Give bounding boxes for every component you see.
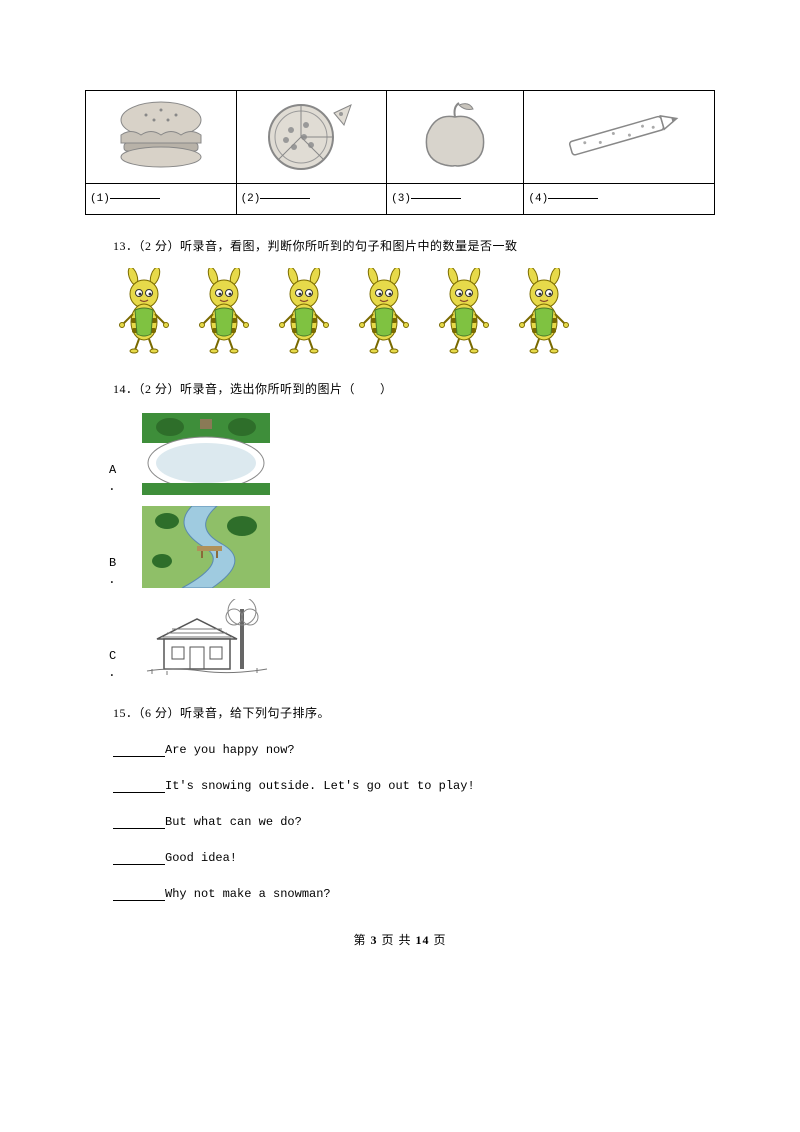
label-cell-2[interactable]: (2) bbox=[236, 184, 387, 215]
river-icon bbox=[142, 506, 270, 588]
cell-label: (3) bbox=[391, 193, 411, 205]
bee-row bbox=[85, 268, 715, 358]
lake-icon bbox=[142, 413, 270, 495]
footer-prefix: 第 bbox=[353, 933, 370, 947]
cell-label: (4) bbox=[528, 193, 548, 205]
order-blank[interactable] bbox=[113, 792, 165, 793]
bee-icon bbox=[513, 268, 575, 358]
option-c[interactable]: C ． bbox=[109, 597, 715, 682]
question-13: 13．（2 分）听录音，看图，判断你所听到的句子和图片中的数量是否一致 bbox=[85, 237, 715, 254]
order-text: Are you happy now? bbox=[165, 743, 295, 757]
page-footer: 第 3 页 共 14 页 bbox=[85, 931, 715, 948]
q-num: 13． bbox=[113, 239, 139, 253]
order-text: It's snowing outside. Let's go out to pl… bbox=[165, 779, 475, 793]
cell-hamburger bbox=[86, 91, 237, 184]
label-cell-3[interactable]: (3) bbox=[387, 184, 524, 215]
answer-blank[interactable] bbox=[548, 198, 598, 199]
option-letter-a: A ． bbox=[109, 463, 133, 496]
question-15: 15．（6 分）听录音，给下列句子排序。 bbox=[85, 704, 715, 721]
q-score: （6 分） bbox=[139, 706, 181, 720]
footer-middle: 页 共 bbox=[377, 933, 415, 947]
hamburger-icon bbox=[106, 95, 216, 175]
order-text: Why not make a snowman? bbox=[165, 887, 331, 901]
picture-match-table: (1) (2) (3) (4) bbox=[85, 90, 715, 215]
order-line: Good idea! bbox=[113, 851, 715, 865]
q-num: 14． bbox=[113, 382, 139, 396]
order-line: But what can we do? bbox=[113, 815, 715, 829]
cell-pencil bbox=[524, 91, 715, 184]
order-blank[interactable] bbox=[113, 828, 165, 829]
cell-label: (2) bbox=[241, 193, 261, 205]
order-text: Good idea! bbox=[165, 851, 237, 865]
answer-blank[interactable] bbox=[110, 198, 160, 199]
ordering-lines: Are you happy now? It's snowing outside. … bbox=[85, 743, 715, 901]
pencil-icon bbox=[549, 100, 689, 170]
order-blank[interactable] bbox=[113, 756, 165, 757]
answer-blank[interactable] bbox=[260, 198, 310, 199]
label-cell-1[interactable]: (1) bbox=[86, 184, 237, 215]
option-letter-b: B ． bbox=[109, 556, 133, 589]
apple-icon bbox=[405, 95, 505, 175]
order-blank[interactable] bbox=[113, 864, 165, 865]
answer-blank[interactable] bbox=[411, 198, 461, 199]
pizza-icon bbox=[256, 95, 366, 175]
q-score: （2 分） bbox=[139, 239, 181, 253]
cell-label: (1) bbox=[90, 193, 110, 205]
order-line: Why not make a snowman? bbox=[113, 887, 715, 901]
bee-icon bbox=[433, 268, 495, 358]
option-b[interactable]: B ． bbox=[109, 504, 715, 589]
label-row: (1) (2) (3) (4) bbox=[86, 184, 715, 215]
cell-pizza bbox=[236, 91, 387, 184]
house-icon bbox=[142, 599, 270, 681]
label-cell-4[interactable]: (4) bbox=[524, 184, 715, 215]
order-blank[interactable] bbox=[113, 900, 165, 901]
q-text: 听录音，选出你所听到的图片（ ） bbox=[180, 382, 393, 396]
worksheet-page: (1) (2) (3) (4) 13．（2 分）听录音，看图，判断你所听到的句子… bbox=[0, 0, 800, 978]
image-row bbox=[86, 91, 715, 184]
q-text: 听录音，看图，判断你所听到的句子和图片中的数量是否一致 bbox=[180, 239, 518, 253]
order-line: Are you happy now? bbox=[113, 743, 715, 757]
cell-apple bbox=[387, 91, 524, 184]
option-a[interactable]: A ． bbox=[109, 411, 715, 496]
bee-icon bbox=[193, 268, 255, 358]
order-line: It's snowing outside. Let's go out to pl… bbox=[113, 779, 715, 793]
q-score: （2 分） bbox=[139, 382, 181, 396]
bee-icon bbox=[273, 268, 335, 358]
q-text: 听录音，给下列句子排序。 bbox=[180, 706, 330, 720]
footer-total: 14 bbox=[416, 933, 430, 947]
order-text: But what can we do? bbox=[165, 815, 302, 829]
bee-icon bbox=[353, 268, 415, 358]
bee-icon bbox=[113, 268, 175, 358]
q-num: 15． bbox=[113, 706, 139, 720]
question-14: 14．（2 分）听录音，选出你所听到的图片（ ） bbox=[85, 380, 715, 397]
option-letter-c: C ． bbox=[109, 649, 133, 682]
footer-suffix: 页 bbox=[430, 933, 447, 947]
